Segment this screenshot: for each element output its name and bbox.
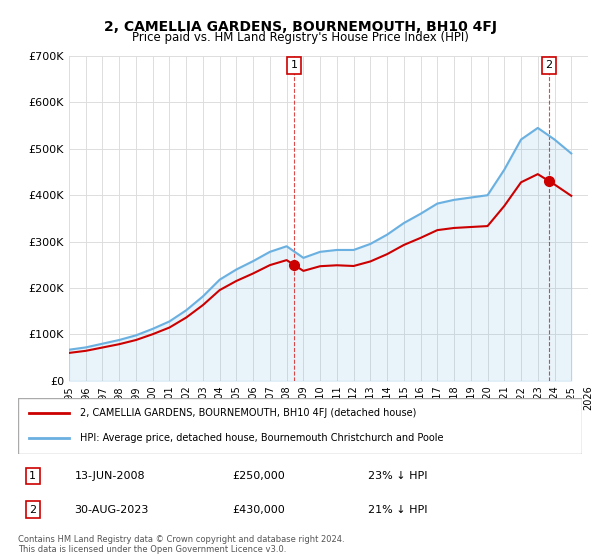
Text: 2, CAMELLIA GARDENS, BOURNEMOUTH, BH10 4FJ (detached house): 2, CAMELLIA GARDENS, BOURNEMOUTH, BH10 4… <box>80 408 416 418</box>
Text: £430,000: £430,000 <box>232 505 285 515</box>
Text: 30-AUG-2023: 30-AUG-2023 <box>74 505 149 515</box>
Text: 2: 2 <box>545 60 553 70</box>
Text: £250,000: £250,000 <box>232 471 285 481</box>
Text: HPI: Average price, detached house, Bournemouth Christchurch and Poole: HPI: Average price, detached house, Bour… <box>80 433 443 443</box>
Text: 21% ↓ HPI: 21% ↓ HPI <box>368 505 427 515</box>
Text: 2, CAMELLIA GARDENS, BOURNEMOUTH, BH10 4FJ: 2, CAMELLIA GARDENS, BOURNEMOUTH, BH10 4… <box>104 20 497 34</box>
Text: Price paid vs. HM Land Registry's House Price Index (HPI): Price paid vs. HM Land Registry's House … <box>131 31 469 44</box>
Text: Contains HM Land Registry data © Crown copyright and database right 2024.
This d: Contains HM Land Registry data © Crown c… <box>18 535 344 554</box>
Text: 13-JUN-2008: 13-JUN-2008 <box>74 471 145 481</box>
Text: 2: 2 <box>29 505 37 515</box>
Text: 1: 1 <box>290 60 298 70</box>
Text: 1: 1 <box>29 471 36 481</box>
FancyBboxPatch shape <box>18 398 582 454</box>
Text: 23% ↓ HPI: 23% ↓ HPI <box>368 471 427 481</box>
